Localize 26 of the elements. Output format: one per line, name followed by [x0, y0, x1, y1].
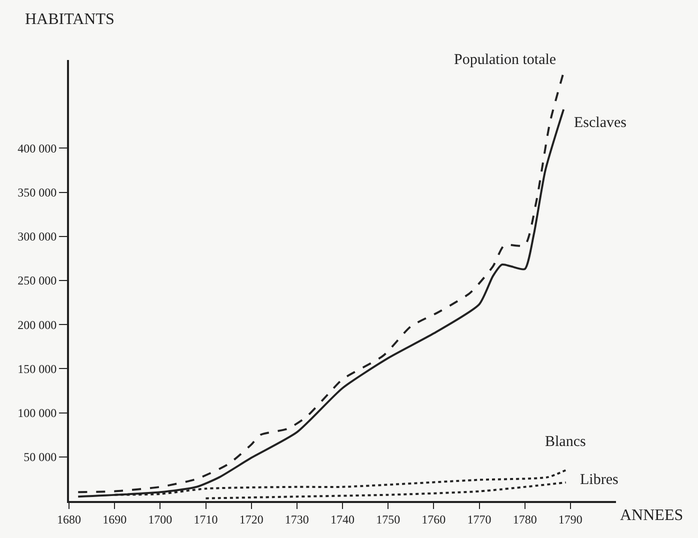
series-label: Population totale [454, 52, 556, 68]
y-tick-label: 50 000 [24, 450, 57, 464]
x-tick-label: 1770 [467, 512, 492, 526]
x-tick-label: 1730 [284, 512, 309, 526]
x-tick-label: 1690 [102, 512, 127, 526]
series-label: Esclaves [574, 115, 627, 131]
y-tick-label: 300 000 [18, 230, 57, 244]
y-tick-label: 150 000 [18, 362, 57, 376]
x-axis-title: ANNEES [620, 507, 684, 524]
x-tick-label: 1710 [194, 512, 218, 526]
y-tick-label: 250 000 [18, 274, 57, 288]
y-tick-label: 400 000 [18, 141, 57, 156]
x-tick-label: 1790 [558, 512, 582, 526]
x-tick-label: 1760 [422, 512, 446, 526]
x-tick-label: 1700 [148, 512, 172, 526]
y-tick-label: 200 000 [18, 318, 57, 332]
x-tick-label: 1720 [239, 512, 264, 526]
series-label: Blancs [545, 434, 586, 450]
series-label: Libres [580, 472, 618, 488]
x-tick-label: 1780 [512, 512, 537, 526]
y-tick-label: 350 000 [18, 186, 57, 200]
x-tick-label: 1740 [330, 512, 354, 526]
x-tick-label: 1680 [57, 512, 81, 526]
x-tick-label: 1750 [376, 512, 400, 526]
y-tick-label: 100 000 [18, 406, 57, 420]
y-axis-title: HABITANTS [25, 11, 114, 28]
